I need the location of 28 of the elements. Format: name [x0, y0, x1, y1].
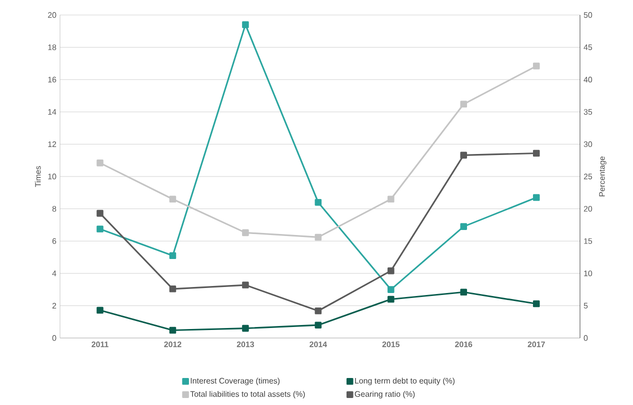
point: [242, 229, 249, 236]
point: [388, 267, 394, 274]
point: [242, 21, 249, 28]
point: [242, 324, 249, 332]
point: [460, 223, 468, 230]
point: [314, 234, 322, 241]
point: [169, 196, 176, 202]
point: [314, 198, 322, 206]
point: [96, 226, 104, 232]
point: [532, 150, 540, 157]
point: [169, 286, 176, 292]
point: [532, 62, 540, 70]
point: [96, 210, 104, 217]
point: [532, 300, 540, 308]
point: [460, 152, 468, 159]
point: [242, 282, 249, 288]
point: [388, 196, 394, 202]
point: [169, 252, 176, 260]
point: [388, 286, 394, 293]
point: [314, 322, 322, 328]
point: [532, 194, 540, 201]
point: [96, 160, 104, 166]
point: [460, 100, 468, 108]
point: [460, 288, 468, 296]
point: [314, 307, 322, 314]
point: [388, 296, 394, 303]
point: [96, 306, 104, 314]
point: [169, 326, 176, 334]
